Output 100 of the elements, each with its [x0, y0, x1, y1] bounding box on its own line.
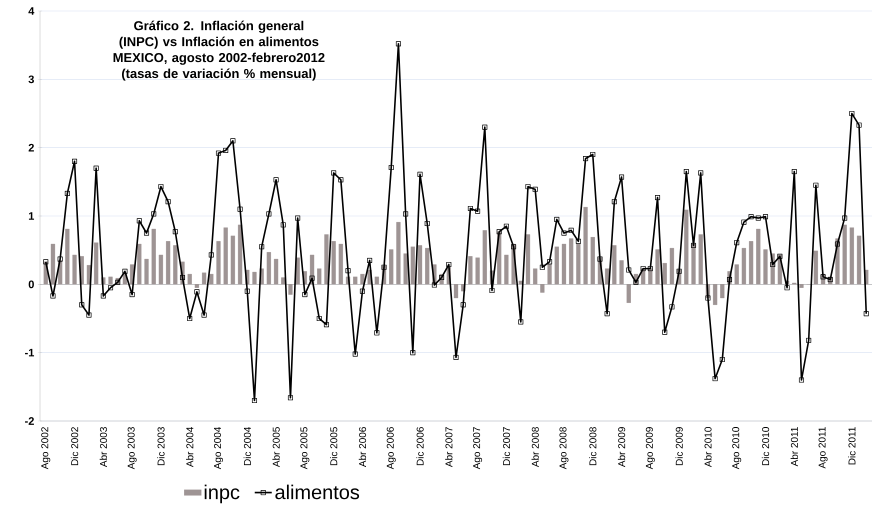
text: (tasas de variación % mensual) [122, 68, 316, 81]
bar [274, 258, 278, 284]
bar [562, 244, 566, 284]
bar [224, 227, 228, 284]
bar [691, 244, 696, 284]
bar [50, 244, 56, 284]
bar [655, 249, 660, 284]
bar [317, 268, 322, 284]
bar [410, 246, 415, 284]
bar [360, 274, 365, 284]
x-tick-label: Dic 2003 [157, 427, 165, 466]
bar [734, 264, 739, 284]
bar [612, 245, 616, 284]
y-tick-label: 3 [28, 75, 34, 84]
bar [648, 268, 652, 284]
x-tick-label: Abr 2007 [445, 427, 452, 468]
x-tick-label: Abr 2005 [272, 427, 280, 468]
bar [72, 254, 77, 284]
bar [684, 210, 688, 284]
x-tick-label: Ago 2009 [646, 427, 655, 470]
bar [856, 236, 862, 284]
x-tick-label: Dic 2004 [244, 426, 251, 466]
text: Gráfico 2. Inflación general (INPC) vs Inflación en alimentos MEXICO, agosto 2002-febrero2012 [114, 20, 325, 65]
bar [144, 258, 149, 284]
bar [554, 246, 559, 284]
x-tick-label: Ago 2011 [818, 427, 828, 469]
bar [425, 248, 430, 284]
bar [324, 234, 329, 284]
bar [288, 284, 293, 295]
bar [216, 241, 221, 284]
y-tick-label: 0 [28, 280, 34, 288]
bar [763, 249, 768, 284]
bar [583, 206, 588, 284]
x-tick-label: Abr 2004 [186, 426, 194, 468]
x-tick-label: Dic 2007 [502, 427, 510, 466]
bar [202, 272, 206, 284]
bar [670, 248, 674, 284]
bar [403, 253, 408, 284]
bar [188, 274, 192, 284]
x-tick-label: Ago 2006 [386, 427, 396, 470]
bar [547, 264, 552, 284]
bar [209, 274, 214, 284]
bar [626, 284, 631, 303]
bar [533, 268, 538, 284]
bar [238, 224, 242, 284]
bar [418, 245, 422, 284]
x-tick-label: Dic 2002 [70, 427, 78, 466]
bar [475, 258, 480, 284]
x-tick-label: Dic 2009 [675, 427, 683, 466]
x-tick-label: Abr 2006 [358, 427, 366, 468]
y-tick-label: 2 [28, 144, 34, 152]
x-tick-label: Ago 2008 [559, 427, 568, 470]
bar [799, 284, 804, 288]
bar [468, 256, 473, 284]
bar [504, 254, 509, 284]
bar [389, 249, 394, 284]
legend-label: alimentos [275, 484, 360, 500]
bar [842, 224, 847, 284]
x-tick-label: Dic 2010 [762, 427, 770, 466]
x-tick-label: Ago 2003 [128, 427, 137, 470]
bar [576, 244, 580, 284]
bar [94, 242, 98, 284]
x-tick-label: Ago 2004 [214, 426, 223, 470]
y-tick-label: -1 [25, 348, 34, 356]
x-tick-label: Ago 2010 [732, 427, 742, 470]
x-tick-label: Abr 2010 [704, 427, 712, 468]
bar [230, 236, 236, 284]
x-tick-label: Dic 2005 [330, 427, 338, 466]
x-tick-label: Abr 2009 [618, 427, 626, 468]
x-tick-label: Dic 2008 [589, 427, 596, 466]
bar [152, 228, 156, 284]
bar [814, 250, 818, 284]
bar [742, 248, 746, 284]
bar [454, 284, 458, 298]
bar [396, 222, 401, 284]
bar [590, 237, 595, 284]
legend-label: inpc [204, 484, 240, 504]
bar [65, 228, 70, 284]
bar [720, 284, 724, 298]
bar [698, 234, 703, 284]
bar [158, 254, 164, 284]
bar [619, 260, 624, 284]
bar [712, 284, 718, 305]
bar [850, 227, 854, 284]
bar [252, 272, 257, 284]
x-tick-label: Abr 2008 [532, 427, 539, 468]
bar [748, 241, 754, 284]
bar [756, 228, 760, 284]
x-tick-label: Abr 2003 [100, 427, 107, 468]
y-tick-label: 1 [28, 212, 34, 220]
y-tick-label: 4 [28, 7, 34, 15]
bar [540, 284, 544, 293]
bar [338, 244, 343, 284]
x-tick-label: Ago 2005 [300, 427, 310, 470]
bar [173, 245, 178, 284]
x-tick-label: Abr 2011 [790, 427, 798, 466]
x-tick-label: Dic 2006 [416, 427, 424, 466]
bar [166, 241, 170, 284]
x-tick-label: Ago 2002 [41, 427, 50, 470]
bar [662, 263, 667, 284]
